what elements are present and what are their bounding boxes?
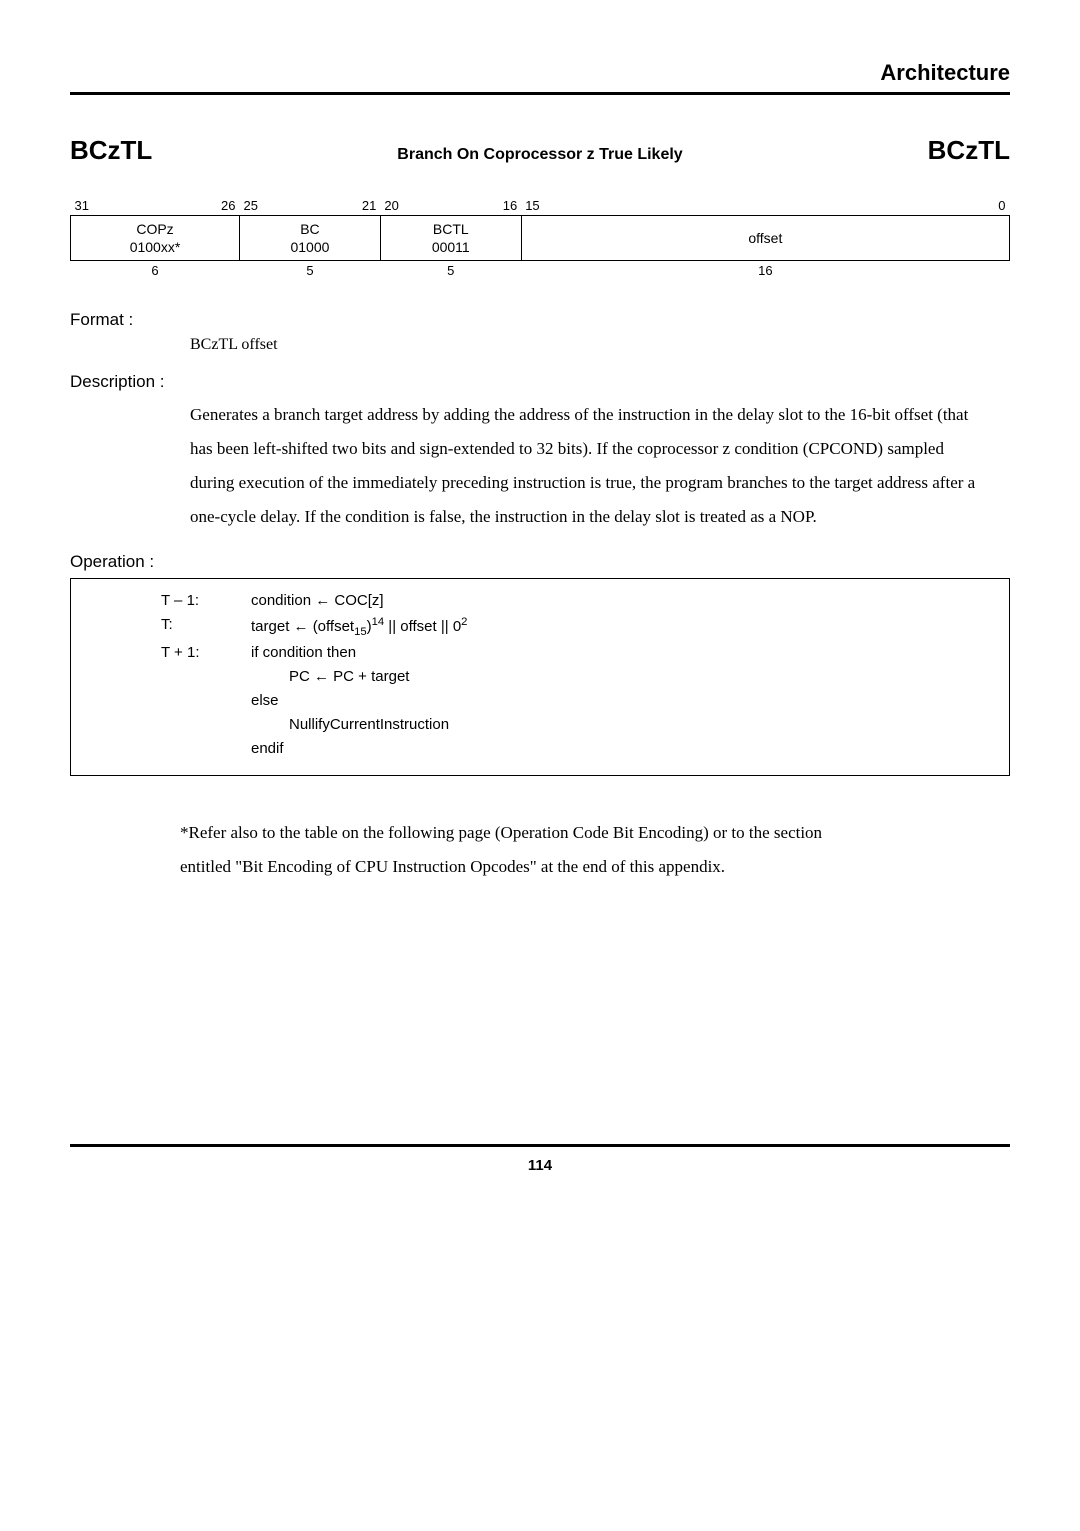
op-time-t1: T + 1:: [161, 641, 251, 665]
width-5b: 5: [380, 261, 521, 281]
operation-line: T + 1: if condition then: [161, 641, 989, 665]
instruction-title-row: BCzTL Branch On Coprocessor z True Likel…: [70, 135, 1010, 166]
mnemonic-left: BCzTL: [70, 135, 152, 166]
width-16: 16: [521, 261, 1009, 281]
op-body-nullify: NullifyCurrentInstruction: [251, 713, 449, 737]
op-time-blank: [161, 737, 251, 761]
bits-cell: 15 0: [521, 196, 1009, 216]
field-bc-name: BC: [240, 220, 380, 238]
fields-row: COPz 0100xx* BC 01000 BCTL 00011 offset: [71, 216, 1010, 261]
operation-line: NullifyCurrentInstruction: [161, 713, 989, 737]
description-label: Description :: [70, 372, 1010, 392]
op-body-cond: condition ← COC[z]: [251, 589, 384, 613]
field-copz: COPz 0100xx*: [71, 216, 240, 261]
field-bctl-bits: 00011: [381, 238, 521, 256]
footer-rule: [70, 1144, 1010, 1147]
op-time-t: T:: [161, 613, 251, 641]
op-body-if: if condition then: [251, 641, 356, 665]
field-copz-bits: 0100xx*: [71, 238, 239, 256]
bit-15: 15: [521, 198, 539, 213]
field-bc-bits: 01000: [240, 238, 380, 256]
format-label: Format :: [70, 310, 1010, 330]
footnote-line1: *Refer also to the table on the followin…: [180, 816, 980, 850]
bit-25: 25: [240, 198, 258, 213]
footnote-line2: entitled "Bit Encoding of CPU Instructio…: [180, 850, 980, 884]
format-text: BCzTL offset: [190, 336, 990, 354]
bit-26: 26: [221, 198, 239, 213]
encoding-table: 31 26 25 21 20 16 15 0 COPz 0100xx* BC 0…: [70, 196, 1010, 280]
op-target-prefix: target ← (offset: [251, 618, 354, 635]
bits-cell: 20 16: [380, 196, 521, 216]
width-6: 6: [71, 261, 240, 281]
widths-row: 6 5 5 16: [71, 261, 1010, 281]
operation-label: Operation :: [70, 552, 1010, 572]
op-time-blank: [161, 665, 251, 689]
op-body-else: else: [251, 689, 279, 713]
op-time-blank: [161, 713, 251, 737]
bits-cell: 25 21: [240, 196, 381, 216]
page-header-title: Architecture: [70, 60, 1010, 86]
page-footer: 114: [70, 1144, 1010, 1174]
bit-31: 31: [71, 198, 89, 213]
bit-0: 0: [998, 198, 1009, 213]
field-offset: offset: [521, 216, 1009, 261]
op-target-mid2: || offset || 0: [384, 618, 461, 635]
field-bc: BC 01000: [240, 216, 381, 261]
op-time-blank: [161, 689, 251, 713]
field-copz-name: COPz: [71, 220, 239, 238]
operation-box: T – 1: condition ← COC[z] T: target ← (o…: [70, 578, 1010, 776]
op-target-sub: 15: [354, 626, 367, 638]
op-body-target: target ← (offset15)14 || offset || 02: [251, 613, 467, 641]
page-number: 114: [70, 1157, 1010, 1174]
op-time-t-1: T – 1:: [161, 589, 251, 613]
field-bctl: BCTL 00011: [380, 216, 521, 261]
op-body-pc: PC ← PC + target: [251, 665, 409, 689]
operation-line: else: [161, 689, 989, 713]
operation-line: T – 1: condition ← COC[z]: [161, 589, 989, 613]
op-target-sup1: 14: [372, 616, 385, 628]
field-bctl-name: BCTL: [381, 220, 521, 238]
description-text: Generates a branch target address by add…: [190, 398, 990, 534]
bit-16: 16: [503, 198, 521, 213]
mnemonic-right: BCzTL: [928, 135, 1010, 166]
bit-numbers-row: 31 26 25 21 20 16 15 0: [71, 196, 1010, 216]
op-target-sup2: 2: [461, 616, 467, 628]
operation-line: PC ← PC + target: [161, 665, 989, 689]
op-body-endif: endif: [251, 737, 284, 761]
bit-20: 20: [380, 198, 398, 213]
width-5a: 5: [240, 261, 381, 281]
instruction-name: Branch On Coprocessor z True Likely: [397, 146, 682, 164]
operation-line: endif: [161, 737, 989, 761]
header-rule: [70, 92, 1010, 95]
footnote: *Refer also to the table on the followin…: [180, 816, 980, 884]
operation-line: T: target ← (offset15)14 || offset || 02: [161, 613, 989, 641]
bit-21: 21: [362, 198, 380, 213]
bits-cell: 31 26: [71, 196, 240, 216]
